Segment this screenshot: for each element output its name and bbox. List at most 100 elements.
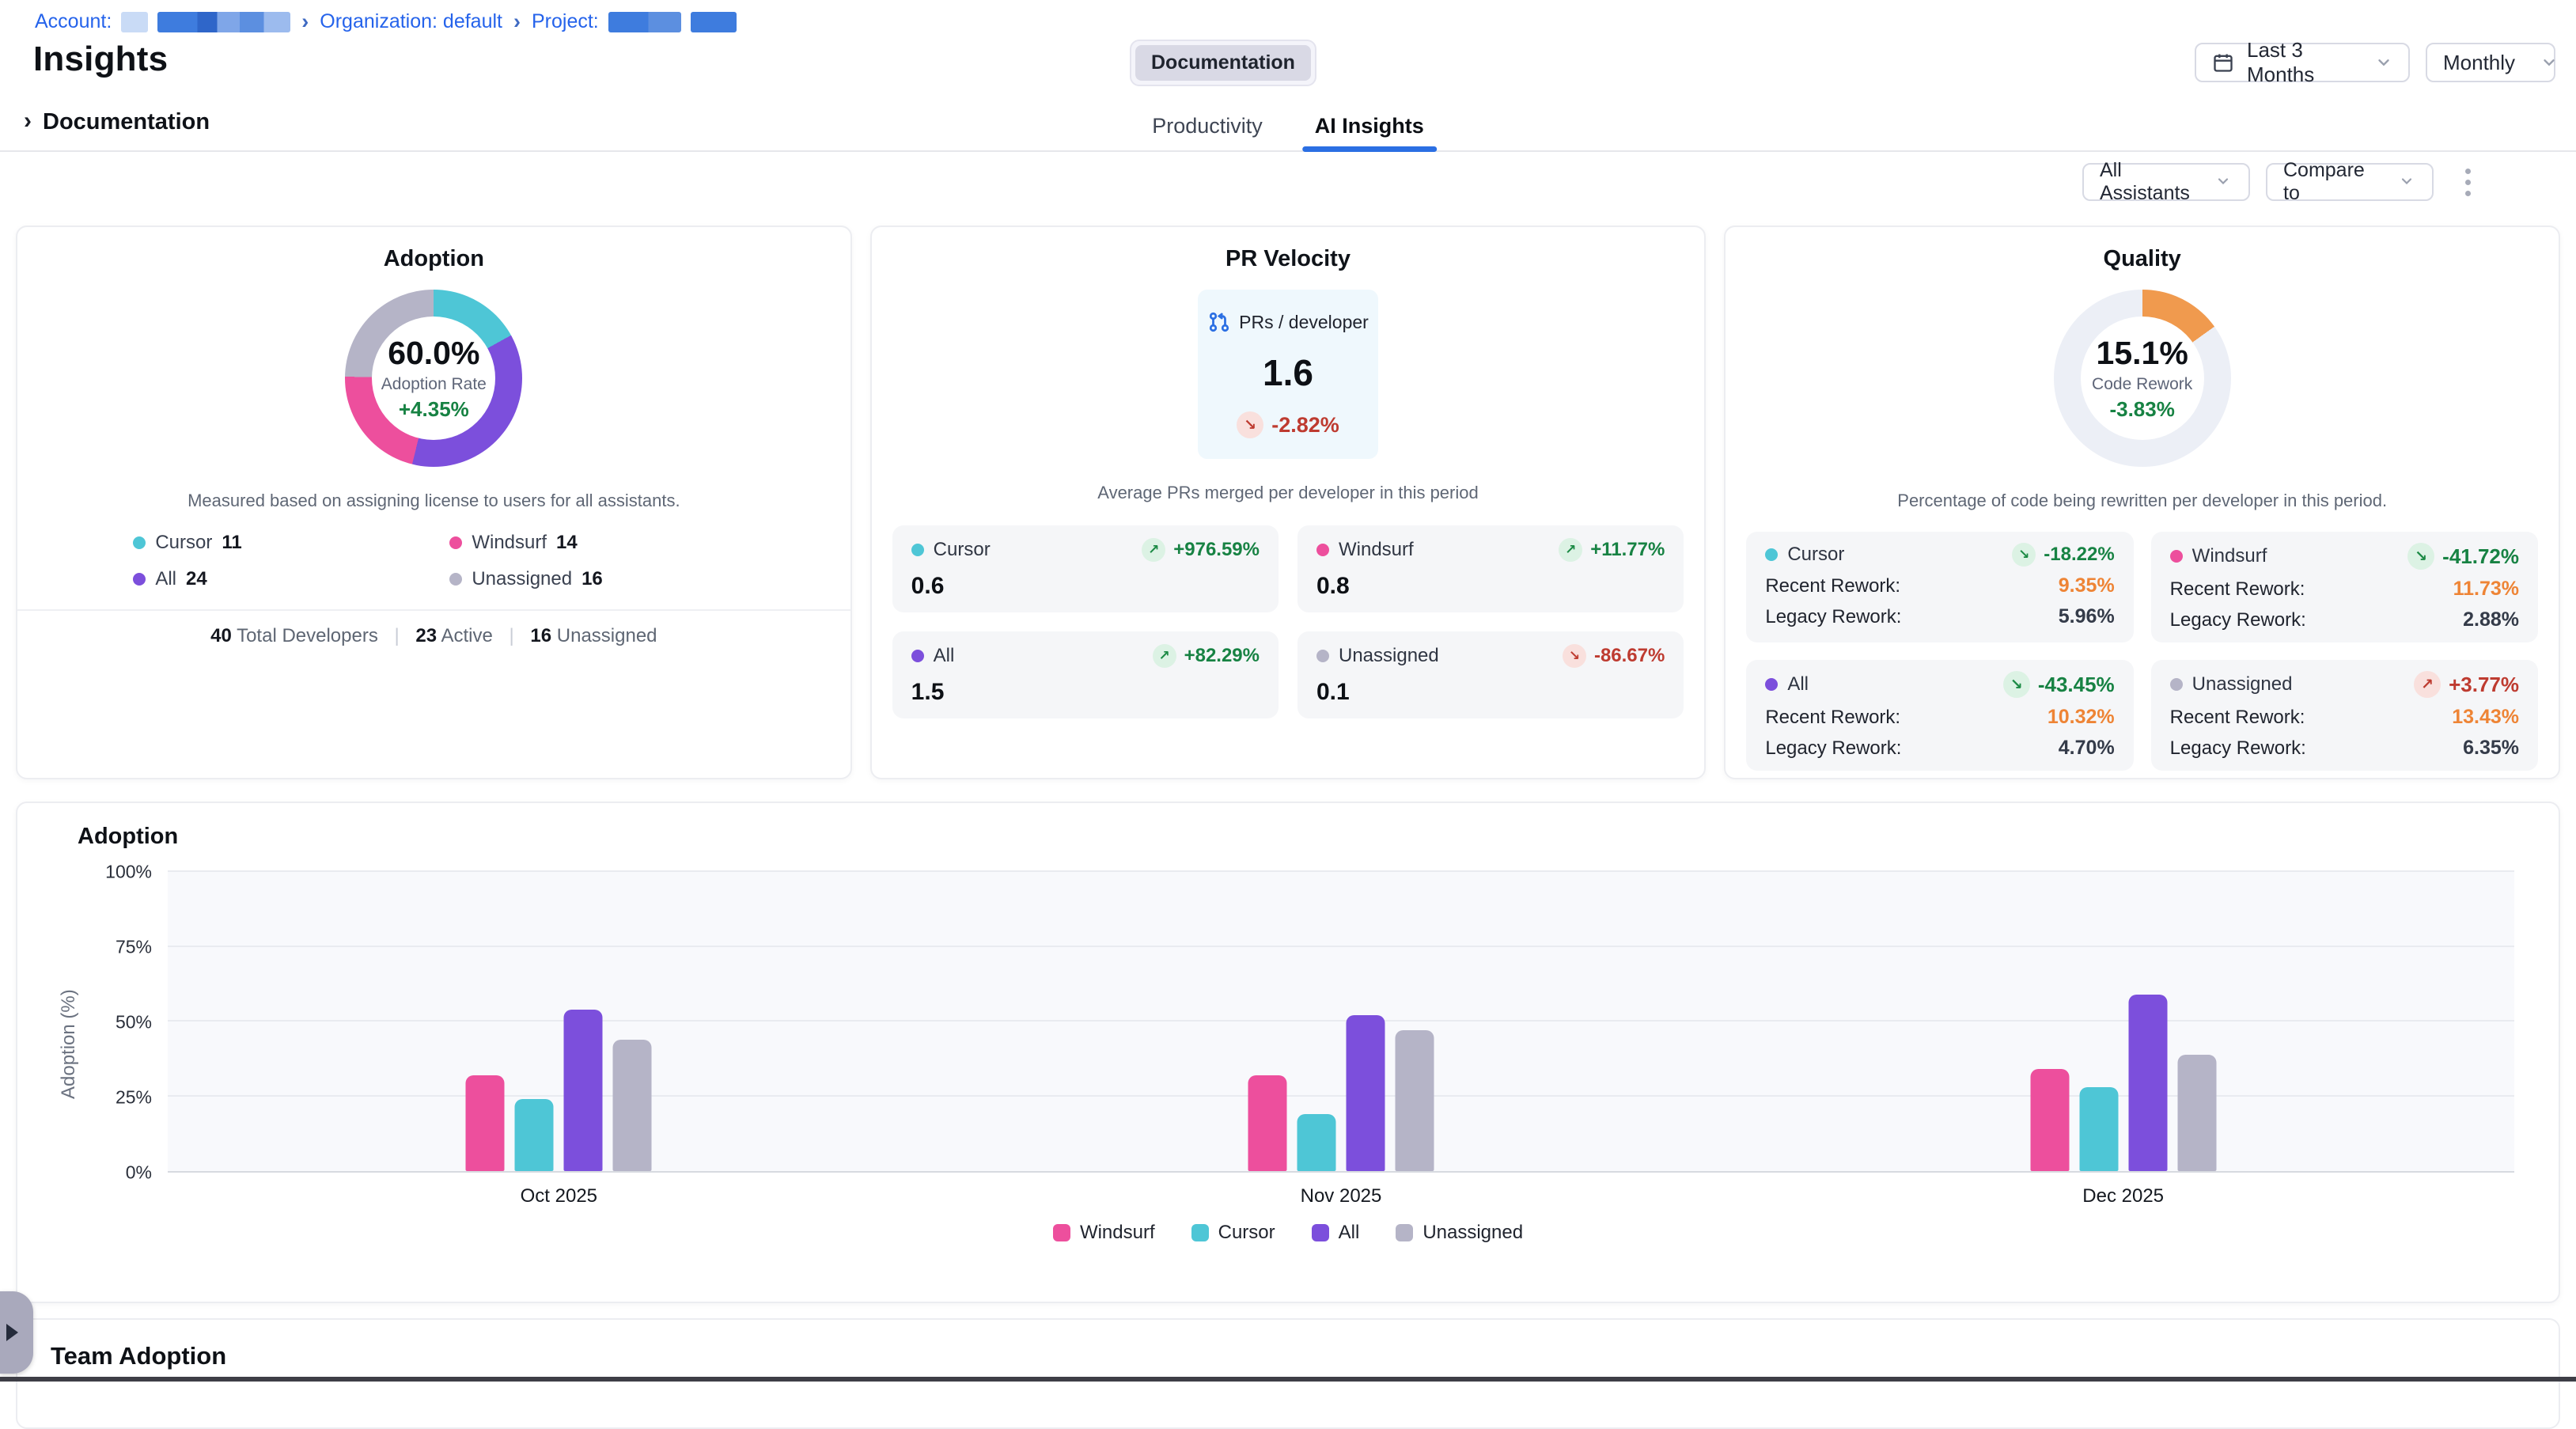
documentation-chip-label: Documentation <box>1135 45 1311 81</box>
insights-page: Account: › Organization: default › Proje… <box>0 0 2576 1382</box>
bar-group-nov-2025 <box>1248 872 1434 1171</box>
legend-label: Windsurf <box>472 532 547 554</box>
chevron-down-icon <box>2540 54 2558 71</box>
quality-tile-unassigned: Unassigned ↗ +3.77% Recent Rework: 13.43… <box>2151 660 2538 771</box>
breadcrumb-separator-icon: › <box>301 9 309 34</box>
cursor-dot-icon <box>133 536 146 549</box>
sidebar-expand-handle[interactable] <box>0 1291 33 1374</box>
legend-count: 16 <box>581 568 603 590</box>
tile-value: 0.6 <box>911 573 1260 600</box>
granularity-dropdown[interactable]: Monthly <box>2426 43 2555 82</box>
quality-card: Quality 15.1% Code Rework -3.83% Percent… <box>1724 226 2560 779</box>
tabs: Productivity AI Insights <box>1152 101 1424 150</box>
bar-windsurf <box>2030 1069 2069 1171</box>
documentation-chip-button[interactable]: Documentation <box>1130 40 1316 86</box>
trend-down-arrow-icon: ↘ <box>2003 671 2030 698</box>
trend-up-arrow-icon: ↗ <box>1559 538 1582 562</box>
bar-unassigned <box>2177 1055 2216 1171</box>
recent-rework-value: 10.32% <box>2048 706 2115 729</box>
adoption-chart-card: Adoption Adoption (%) 0%25%50%75%100% Oc… <box>16 802 2560 1303</box>
chart-legend-item-windsurf[interactable]: Windsurf <box>1053 1222 1155 1244</box>
tile-trend-value: -18.22% <box>2044 544 2114 566</box>
adoption-chart-title: Adoption <box>78 824 2559 850</box>
window-bottom-edge <box>0 1377 2576 1382</box>
cursor-dot-icon <box>911 544 924 556</box>
breadcrumb-separator-icon: › <box>513 9 521 34</box>
legacy-rework-value: 5.96% <box>2059 605 2115 628</box>
redacted-project-name <box>691 12 737 32</box>
tile-name: Cursor <box>934 539 991 561</box>
bar-all <box>1347 1015 1385 1171</box>
quality-tile-cursor: Cursor ↘ -18.22% Recent Rework: 9.35% Le… <box>1746 532 2133 642</box>
bar-unassigned <box>1396 1030 1434 1171</box>
chart-legend-item-all[interactable]: All <box>1312 1222 1360 1244</box>
pr-metric-trend-value: -2.82% <box>1271 413 1339 438</box>
chart-y-labels: 0%25%50%75%100% <box>89 872 168 1173</box>
all-dot-icon <box>133 573 146 586</box>
pr-metric-trend: ↘ -2.82% <box>1237 411 1339 438</box>
tile-trend-value: -43.45% <box>2038 673 2115 697</box>
code-rework-label: Code Rework <box>2092 375 2192 394</box>
tile-name: Unassigned <box>1339 645 1439 667</box>
bar-cursor <box>2079 1087 2118 1171</box>
team-adoption-title: Team Adoption <box>51 1342 2559 1370</box>
windsurf-dot-icon <box>2170 550 2183 563</box>
pr-metric-label-row: PRs / developer <box>1207 310 1369 334</box>
breadcrumb-project-label: Project: <box>532 10 599 33</box>
legend-label: Windsurf <box>1080 1222 1155 1244</box>
unassigned-dot-icon <box>1316 650 1329 662</box>
chevron-down-icon <box>2399 173 2416 191</box>
documentation-section-toggle[interactable]: › Documentation <box>24 109 210 135</box>
breadcrumb-organization-link[interactable]: Organization: default <box>320 10 502 33</box>
chart-plot <box>168 872 2514 1173</box>
compare-to-dropdown[interactable]: Compare to <box>2266 163 2434 201</box>
tile-value: 0.1 <box>1316 679 1665 706</box>
chart-y-tick-label: 25% <box>116 1087 152 1109</box>
breadcrumb-project-link[interactable]: Project: <box>532 10 737 33</box>
more-options-kebab-icon[interactable] <box>2460 164 2476 201</box>
quality-tiles: Cursor ↘ -18.22% Recent Rework: 9.35% Le… <box>1746 532 2538 771</box>
quality-description: Percentage of code being rewritten per d… <box>1726 491 2559 511</box>
all-dot-icon <box>911 650 924 662</box>
quality-tile-all: All ↘ -43.45% Recent Rework: 10.32% Lega… <box>1746 660 2133 771</box>
legend-label: Cursor <box>155 532 212 554</box>
developer-totals: 40 Total Developers | 23 Active | 16 Una… <box>17 625 850 647</box>
tile-name: Windsurf <box>2192 545 2267 567</box>
total-developers-label: Total Developers <box>237 625 378 646</box>
totals-separator: | <box>498 625 525 646</box>
tile-name: Windsurf <box>1339 539 1414 561</box>
recent-rework-value: 11.73% <box>2453 578 2519 601</box>
redacted-account-name <box>157 12 290 32</box>
chart-y-tick-label: 0% <box>126 1162 152 1184</box>
assistants-filter-dropdown[interactable]: All Assistants <box>2082 163 2250 201</box>
legend-swatch-icon <box>1053 1224 1070 1241</box>
tab-productivity[interactable]: Productivity <box>1152 101 1263 150</box>
trend-up-arrow-icon: ↗ <box>1142 538 1165 562</box>
tab-ai-insights[interactable]: AI Insights <box>1315 101 1424 150</box>
legacy-rework-value: 4.70% <box>2059 737 2115 760</box>
adoption-card-title: Adoption <box>17 246 850 272</box>
windsurf-dot-icon <box>1316 544 1329 556</box>
trend-down-arrow-icon: ↘ <box>1237 411 1263 438</box>
legend-swatch-icon <box>1396 1224 1413 1241</box>
chart-legend-item-unassigned[interactable]: Unassigned <box>1396 1222 1523 1244</box>
quality-donut-center: 15.1% Code Rework -3.83% <box>2081 317 2204 440</box>
quality-card-title: Quality <box>1726 246 2559 272</box>
legend-item-all: All 24 <box>133 568 418 590</box>
trend-down-arrow-icon: ↘ <box>2012 543 2036 567</box>
breadcrumb-account-link[interactable]: Account: <box>35 10 290 33</box>
time-range-dropdown[interactable]: Last 3 Months <box>2195 43 2410 82</box>
legend-label: Unassigned <box>1422 1222 1523 1244</box>
unassigned-dot-icon <box>2170 678 2183 691</box>
chevron-down-icon <box>2375 54 2392 71</box>
adoption-rate-delta: +4.35% <box>399 397 469 422</box>
bar-all <box>2128 995 2167 1171</box>
redacted-project-name <box>608 12 681 32</box>
chart-legend-item-cursor[interactable]: Cursor <box>1191 1222 1275 1244</box>
tile-name: Cursor <box>1787 544 1844 566</box>
pr-velocity-description: Average PRs merged per developer in this… <box>872 483 1705 503</box>
chart-x-tick-label: Dec 2025 <box>2082 1185 2164 1207</box>
bar-all <box>564 1010 603 1171</box>
expand-right-icon <box>6 1324 18 1341</box>
tile-trend-value: +82.29% <box>1184 645 1260 667</box>
